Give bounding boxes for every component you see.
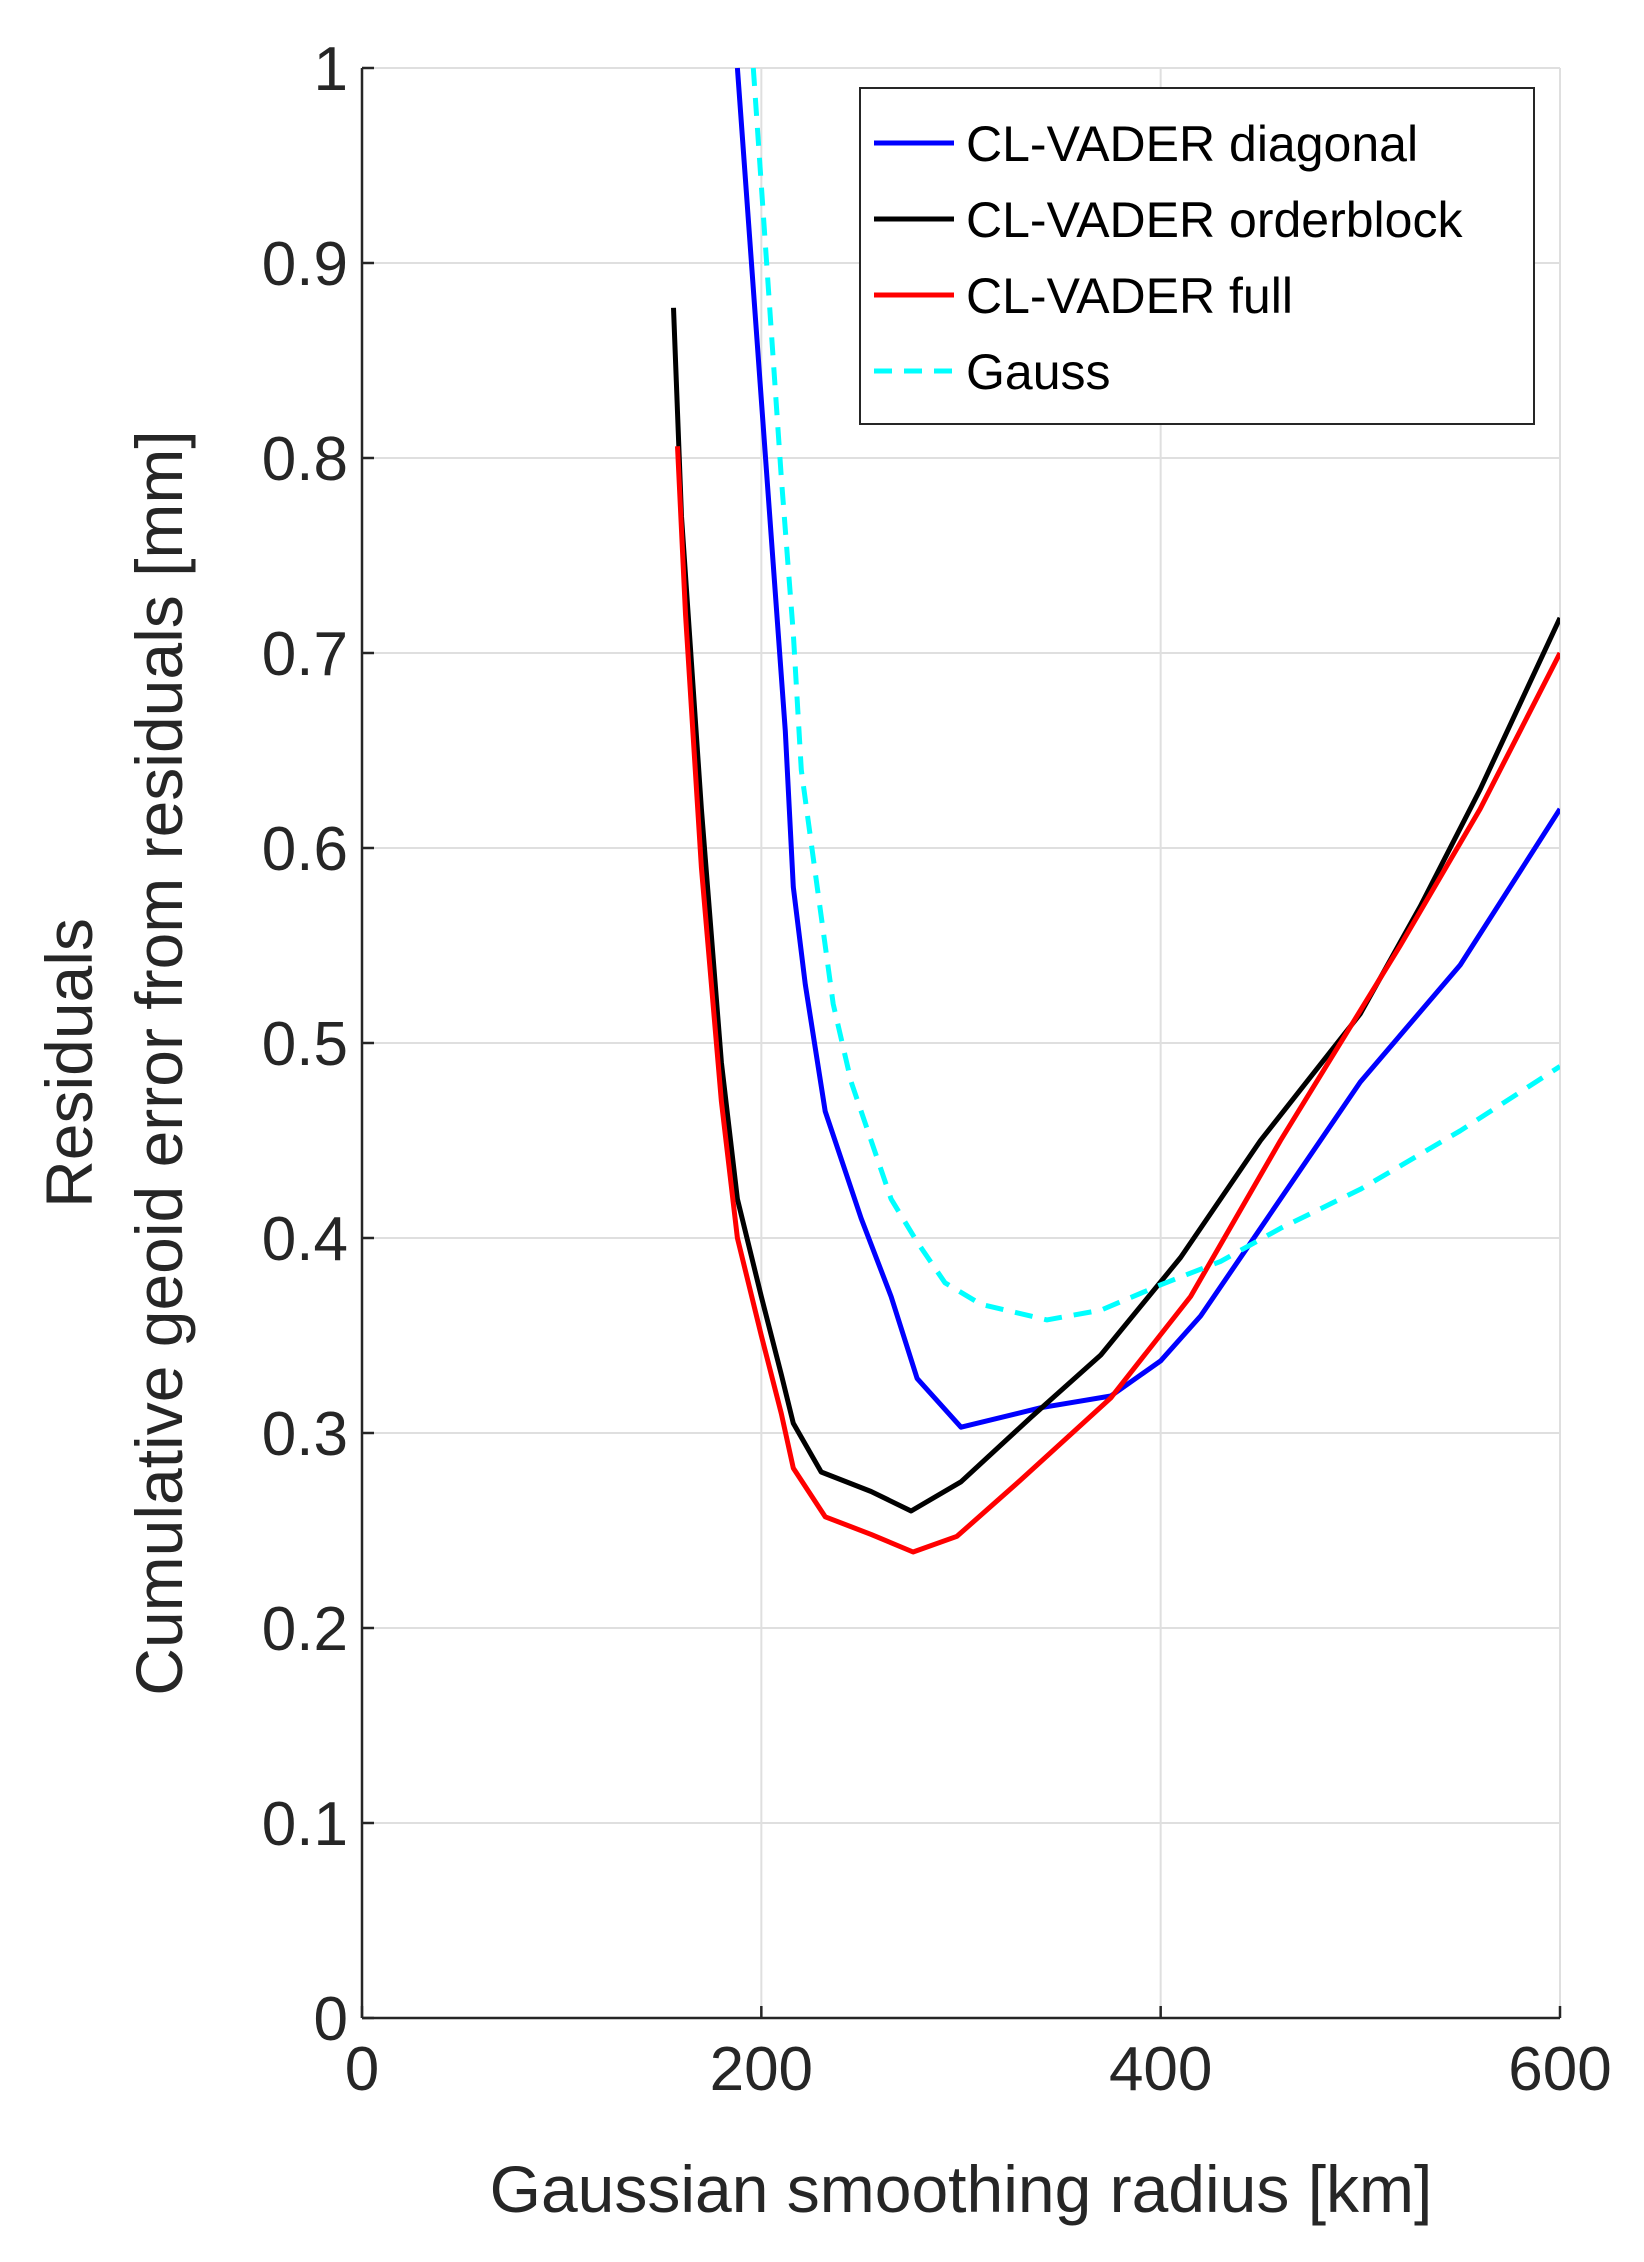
y-tick-label: 0.2 xyxy=(262,1595,348,1664)
tick-labels: 0 200 400 600 0 0.1 0.2 0.3 0.4 0.5 0.6 0.7 0.8 0.9 1 xyxy=(262,35,1612,2104)
y-tick-label: 0.3 xyxy=(262,1400,348,1469)
legend-label: CL-VADER orderblock xyxy=(966,192,1463,248)
y-tick-label: 0 xyxy=(314,1985,348,2054)
series-line-cl-vader-diagonal xyxy=(734,67,1560,1430)
series-line-gauss xyxy=(750,67,1560,1323)
y-tick-label: 0.7 xyxy=(262,620,348,689)
y-axis-title-line-1: Residuals xyxy=(32,918,106,1208)
x-tick-label: 600 xyxy=(1508,2035,1611,2104)
y-tick-label: 0.8 xyxy=(262,425,348,494)
y-tick-label: 1 xyxy=(314,35,348,104)
series-line-cl-vader-full xyxy=(675,446,1560,1555)
legend-label: CL-VADER diagonal xyxy=(966,116,1418,172)
series-lines xyxy=(671,67,1560,1555)
x-axis-title: Gaussian smoothing radius [km] xyxy=(490,2152,1433,2226)
legend-label: CL-VADER full xyxy=(966,268,1293,324)
x-tick-label: 0 xyxy=(345,2035,379,2104)
legend-label: Gauss xyxy=(966,344,1111,400)
y-tick-label: 0.4 xyxy=(262,1205,348,1274)
y-axis-title-line-2: Cumulative geoid error from residuals [m… xyxy=(122,430,196,1695)
y-tick-label: 0.6 xyxy=(262,815,348,884)
legend-box xyxy=(859,87,1535,425)
y-tick-label: 0.1 xyxy=(262,1790,348,1859)
x-tick-label: 200 xyxy=(710,2035,813,2104)
x-tick-label: 400 xyxy=(1109,2035,1212,2104)
legend: CL-VADER diagonal CL-VADER orderblock CL-V… xyxy=(859,87,1535,425)
axes xyxy=(360,66,1562,2020)
y-tick-label: 0.9 xyxy=(262,230,348,299)
y-tick-label: 0.5 xyxy=(262,1010,348,1079)
